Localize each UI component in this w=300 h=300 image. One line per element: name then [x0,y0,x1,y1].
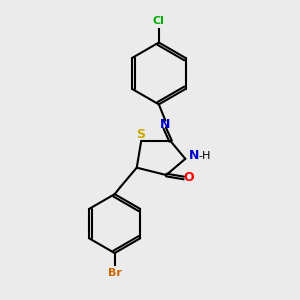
Text: N: N [160,118,170,131]
Text: S: S [136,128,145,141]
Text: O: O [183,172,194,184]
Text: Br: Br [108,268,122,278]
Text: -H: -H [199,151,211,161]
Text: N: N [189,149,199,162]
Text: Cl: Cl [153,16,165,26]
